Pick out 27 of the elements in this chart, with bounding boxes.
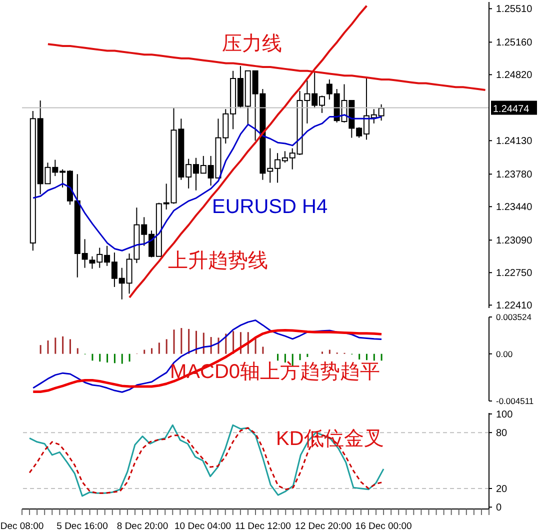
text: EURUSD H4 — [212, 196, 328, 219]
x-tick-label: 10 Dec 04:00 — [174, 521, 232, 530]
y-tick-label: 0.00 — [496, 348, 513, 359]
annotation: 压力线 — [222, 32, 282, 57]
y-tick-label: 20 — [496, 484, 508, 495]
x-tick-label: 16 Dec 00:00 — [355, 521, 412, 530]
y-tick-label: 1.23780 — [496, 170, 533, 181]
y-tick-label: 1.24820 — [496, 70, 533, 82]
y-tick-label: 80 — [496, 428, 508, 440]
y-tick-label: 1.22410 — [496, 300, 533, 312]
ref-line-label: 1.24474 — [493, 104, 530, 115]
y-tick-label: 1.23090 — [496, 236, 533, 247]
y-tick-label: 1.25160 — [496, 38, 533, 49]
y-tick-label: -0.004511 — [496, 396, 534, 406]
y-tick-label: 0 — [496, 502, 502, 514]
y-tick-label: 1.22750 — [496, 268, 533, 280]
x-tick-label: 8 Dec 20:00 — [116, 521, 168, 530]
x-tick-label: 5 Dec 16:00 — [56, 521, 108, 530]
x-tick-label: 12 Dec 20:00 — [295, 521, 352, 530]
x-tick-label: Dec 08:00 — [0, 521, 44, 530]
x-tick-label: 11 Dec 12:00 — [235, 521, 291, 530]
y-tick-label: 1.23440 — [496, 202, 533, 214]
y-tick-label: 1.24130 — [496, 136, 533, 148]
y-tick-label: 1.25510 — [496, 4, 533, 16]
y-tick-label: 100 — [496, 409, 514, 420]
annotation: 上升趋势线 — [168, 249, 268, 274]
y-tick-label: 0.003524 — [496, 312, 532, 322]
